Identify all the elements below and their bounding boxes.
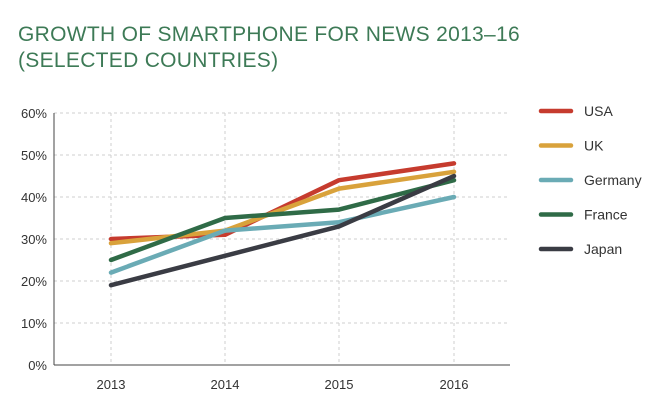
x-axis-ticks: 2013 2014 2015 2016 bbox=[97, 377, 469, 392]
legend-item-japan: Japan bbox=[538, 241, 622, 257]
x-tick-label: 2015 bbox=[325, 377, 354, 392]
legend-item-usa: USA bbox=[538, 103, 613, 119]
series-line-germany bbox=[108, 194, 457, 275]
y-tick-label: 30% bbox=[21, 232, 47, 247]
legend-item-germany: Germany bbox=[538, 172, 642, 188]
chart-title-line-1: GROWTH OF SMARTPHONE FOR NEWS 2013–16 bbox=[18, 23, 520, 46]
legend-label: USA bbox=[584, 103, 613, 119]
x-tick-label: 2014 bbox=[211, 377, 240, 392]
legend-label: Japan bbox=[584, 241, 622, 257]
legend-item-uk: UK bbox=[538, 138, 604, 154]
series-lines bbox=[108, 161, 457, 288]
legend-label: UK bbox=[584, 138, 604, 154]
x-tick-label: 2013 bbox=[97, 377, 126, 392]
y-tick-label: 40% bbox=[21, 190, 47, 205]
x-tick-label: 2016 bbox=[440, 377, 469, 392]
legend-label: Germany bbox=[584, 172, 642, 188]
chart-title: GROWTH OF SMARTPHONE FOR NEWS 2013–16 (S… bbox=[18, 22, 578, 74]
y-tick-label: 60% bbox=[21, 106, 47, 121]
y-tick-label: 10% bbox=[21, 316, 47, 331]
axes bbox=[53, 113, 510, 366]
y-axis-ticks: 0% 10% 20% 30% 40% 50% 60% bbox=[21, 106, 47, 373]
grid-lines bbox=[54, 112, 510, 365]
series-line-japan bbox=[108, 173, 457, 288]
legend: USA UK Germany France Japan bbox=[538, 103, 642, 257]
y-tick-label: 0% bbox=[28, 358, 47, 373]
y-tick-label: 20% bbox=[21, 274, 47, 289]
chart-title-line-2: (SELECTED COUNTRIES) bbox=[18, 49, 279, 72]
legend-item-france: France bbox=[538, 207, 628, 223]
legend-label: France bbox=[584, 207, 628, 223]
series-line-france bbox=[108, 177, 457, 263]
y-tick-label: 50% bbox=[21, 148, 47, 163]
